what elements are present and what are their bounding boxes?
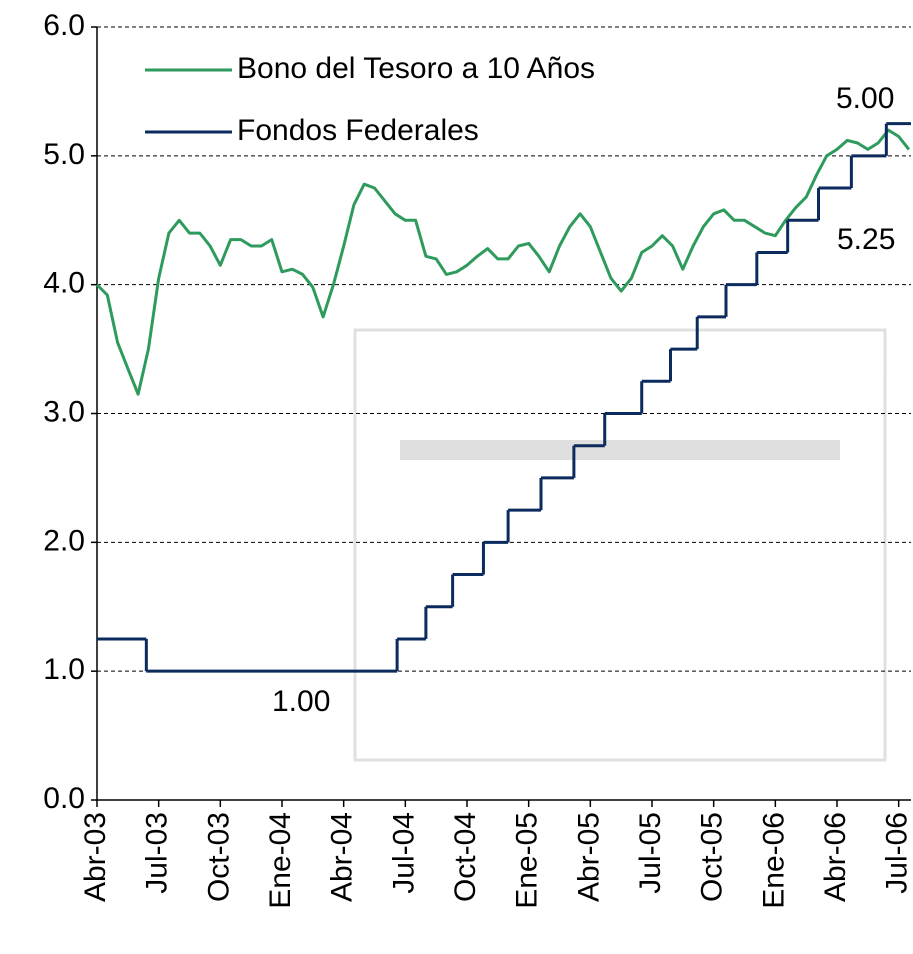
x-tick-label: Jul-06	[881, 812, 913, 894]
x-tick-label: Abr-06	[819, 812, 852, 902]
x-tick-label: Abr-04	[326, 812, 359, 902]
annotation: 1.00	[272, 685, 330, 718]
page: 0.0 1.0 2.0 3.0 4.0 5.0 6.0 Abr-03 Jul-03 Oct-03 E…	[0, 0, 913, 954]
annotation: 5.25	[837, 223, 895, 256]
watermark-cornice	[400, 440, 840, 460]
annotation: 5.00	[836, 82, 894, 115]
y-tick-label: 5.0	[43, 138, 85, 171]
y-tick-label: 1.0	[43, 653, 85, 686]
x-tick-label: Abr-05	[572, 812, 605, 902]
y-tick-label: 2.0	[43, 524, 85, 557]
y-tick-label: 4.0	[43, 267, 85, 300]
x-tick-label: Ene-06	[757, 812, 790, 909]
x-tick-label: Oct-04	[449, 812, 482, 902]
x-tick-label: Abr-03	[79, 812, 112, 902]
x-tick-label: Ene-05	[511, 812, 544, 909]
chart: 0.0 1.0 2.0 3.0 4.0 5.0 6.0 Abr-03 Jul-03 Oct-03 E…	[0, 0, 913, 954]
legend-label: Fondos Federales	[237, 114, 479, 147]
x-tick-label: Jul-05	[634, 812, 667, 894]
y-tick-label: 3.0	[43, 395, 85, 428]
y-tick-label: 0.0	[43, 782, 85, 815]
legend-label: Bono del Tesoro a 10 Años	[237, 52, 595, 85]
x-tick-label: Oct-03	[202, 812, 235, 902]
x-tick-label: Jul-03	[141, 812, 174, 894]
x-tick-label: Ene-04	[264, 812, 297, 909]
y-tick-label: 6.0	[43, 9, 85, 42]
x-tick-label: Jul-04	[387, 812, 420, 894]
x-tick-label: Oct-05	[696, 812, 729, 902]
